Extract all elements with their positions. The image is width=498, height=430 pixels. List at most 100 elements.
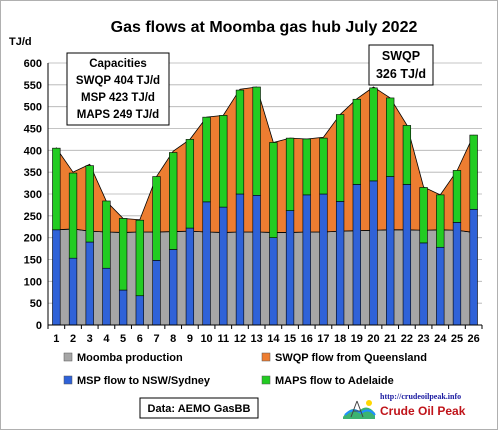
x-tick-label-2: 2 (70, 333, 76, 345)
y-tick-label-600: 600 (24, 58, 42, 70)
y-tick-label-400: 400 (24, 145, 42, 157)
legend-label-msp: MSP flow to NSW/Sydney (77, 375, 211, 387)
x-tick-label-9: 9 (187, 333, 193, 345)
y-tick-label-200: 200 (24, 233, 42, 245)
bar-maps-day-24 (436, 194, 445, 248)
capacities-heading: Capacities (89, 58, 147, 70)
x-tick-label-19: 19 (351, 333, 363, 345)
x-tick-label-18: 18 (334, 333, 346, 345)
capacities-swqp: SWQP 404 TJ/d (76, 75, 160, 87)
x-tick-label-22: 22 (401, 333, 413, 345)
bar-maps-day-26 (469, 134, 478, 210)
bar-maps-day-7 (152, 176, 161, 261)
bar-maps-day-21 (386, 97, 395, 177)
bar-msp-day-9 (185, 227, 195, 326)
bar-msp-day-14 (269, 237, 278, 326)
bar-maps-day-17 (319, 137, 328, 195)
y-tick-label-250: 250 (24, 211, 42, 223)
bar-msp-day-13 (252, 195, 261, 326)
y-axis-label: TJ/d (9, 36, 32, 48)
x-tick-label-26: 26 (468, 333, 480, 345)
capacities-msp: MSP 423 TJ/d (81, 92, 155, 104)
source-annotation: Data: AEMO GasBB (139, 397, 259, 419)
legend-label-maps: MAPS flow to Adelaide (275, 375, 394, 387)
x-tick-labels: 1 2 3 4 5 6 7 8 9 10 11 12 13 14 15 16 17 18 19 20 21 22 23 24 2… (53, 333, 479, 345)
bar-msp-day-4 (102, 267, 111, 326)
bar-msp-day-17 (319, 193, 328, 326)
bar-maps-day-3 (85, 165, 94, 243)
bar-msp-day-23 (419, 242, 428, 326)
y-tick-label-450: 450 (24, 124, 42, 136)
swqp-peak-annotation: SWQP 326 TJ/d (368, 44, 434, 86)
bar-maps-day-12 (235, 89, 245, 195)
bar-msp-day-11 (219, 206, 228, 326)
bar-msp-day-16 (302, 194, 311, 326)
bar-maps-day-11 (219, 115, 228, 208)
bar-msp-day-7 (152, 260, 161, 326)
capacities-maps: MAPS 249 TJ/d (77, 109, 159, 121)
y-tick-label-500: 500 (24, 102, 42, 114)
bar-msp-day-24 (436, 246, 445, 326)
y-tick-label-550: 550 (24, 80, 42, 92)
bar-msp-day-5 (118, 289, 128, 326)
x-tick-label-25: 25 (451, 333, 463, 345)
bar-msp-day-3 (85, 241, 94, 326)
y-tick-label-50: 50 (30, 298, 42, 310)
bar-maps-day-10 (202, 116, 211, 203)
logo-name: Crude Oil Peak (380, 404, 466, 418)
bar-msp-day-21 (386, 176, 395, 326)
x-tick-label-13: 13 (251, 333, 263, 345)
x-tick-label-17: 17 (317, 333, 329, 345)
bar-maps-day-8 (169, 152, 178, 250)
bar-maps-day-5 (118, 218, 128, 291)
bar-maps-day-14 (269, 142, 278, 238)
bar-maps-day-16 (302, 138, 311, 196)
bar-maps-day-20 (369, 87, 378, 182)
x-tick-label-5: 5 (120, 333, 126, 345)
bar-maps-day-19 (352, 98, 361, 185)
area-series (55, 86, 475, 326)
bar-msp-day-19 (352, 184, 361, 326)
swqp-peak-value: 326 TJ/d (376, 67, 426, 81)
swqp-peak-label: SWQP (382, 49, 420, 63)
bar-msp-day-26 (469, 208, 478, 326)
bar-maps-day-1 (52, 147, 61, 231)
legend-swatch-moomba (63, 352, 73, 362)
bar-series (52, 86, 478, 326)
x-tick-label-3: 3 (87, 333, 93, 345)
y-tick-label-150: 150 (24, 255, 42, 267)
area-moomba-production (55, 228, 475, 326)
source-text: Data: AEMO GasBB (148, 403, 251, 415)
x-tick-label-23: 23 (417, 333, 429, 345)
x-tick-label-8: 8 (170, 333, 176, 345)
bar-msp-day-18 (335, 201, 345, 326)
legend: Moomba production SWQP flow from Queensl… (63, 352, 427, 387)
y-tick-label-300: 300 (24, 189, 42, 201)
crude-oil-peak-logo: http://crudeoilpeak.info Crude Oil Peak (343, 392, 466, 419)
bar-maps-day-4 (102, 200, 111, 269)
x-tick-label-12: 12 (234, 333, 246, 345)
legend-label-swqp: SWQP flow from Queensland (275, 352, 427, 364)
bar-maps-day-22 (402, 125, 412, 185)
legend-label-moomba: Moomba production (77, 352, 183, 364)
legend-swatch-swqp (261, 352, 271, 362)
bar-msp-day-20 (369, 180, 378, 326)
bar-msp-day-12 (235, 193, 245, 326)
y-tick-labels: 0 50 100 150 200 250 300 350 400 450 500 550 600 (24, 58, 42, 332)
y-tick-label-100: 100 (24, 276, 42, 288)
x-tick-label-20: 20 (367, 333, 379, 345)
x-tick-label-21: 21 (384, 333, 396, 345)
bar-msp-day-8 (169, 249, 178, 326)
x-tick-label-7: 7 (153, 333, 159, 345)
x-tick-label-15: 15 (284, 333, 296, 345)
bar-msp-day-22 (402, 184, 412, 326)
bar-maps-day-23 (419, 187, 428, 244)
bar-maps-day-13 (252, 86, 261, 196)
y-tick-label-0: 0 (36, 320, 42, 332)
x-tick-label-4: 4 (103, 333, 110, 345)
x-tick-label-14: 14 (267, 333, 280, 345)
legend-swatch-msp (63, 375, 73, 385)
bar-msp-day-15 (285, 210, 295, 326)
